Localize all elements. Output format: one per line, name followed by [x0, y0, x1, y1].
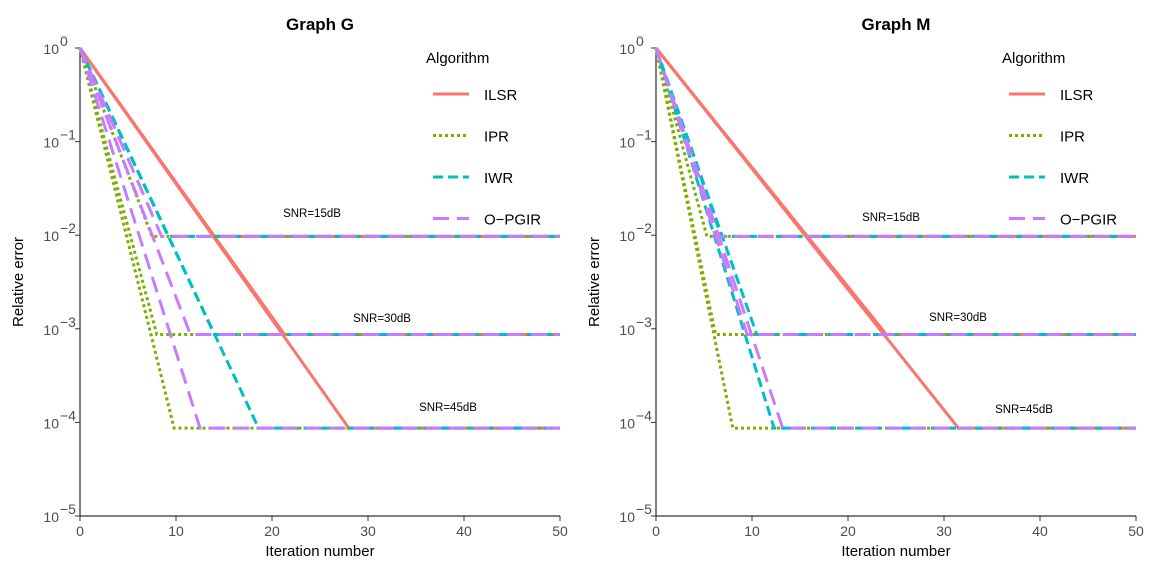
legend-label: IWR [484, 170, 513, 187]
x-tick-label: 0 [76, 523, 84, 539]
legend: Algorithm ILSR IPR IWR O−PGIR [1002, 50, 1117, 235]
snr-annotation: SNR=30dB [353, 313, 411, 325]
y-tick-label: 10 [619, 322, 635, 338]
y-tick-exponent: 0 [636, 33, 644, 49]
legend-title: Algorithm [426, 50, 489, 67]
x-tick-label: 0 [652, 523, 660, 539]
series-iwr-curve [656, 48, 1136, 428]
y-tick-exponent: −1 [60, 127, 76, 143]
y-tick-exponent: 0 [60, 33, 68, 49]
x-axis-label: Iteration number [265, 543, 374, 560]
y-axis-label: Relative error [586, 237, 603, 327]
legend-title: Algorithm [1002, 50, 1065, 67]
y-tick-label: 10 [619, 509, 635, 525]
chart-title: Graph M [862, 15, 931, 34]
x-tick-label: 20 [840, 523, 856, 539]
snr-annotation: SNR=15dB [862, 212, 920, 224]
x-tick-label: 50 [1128, 523, 1144, 539]
y-tick-label: 10 [43, 41, 59, 57]
legend: Algorithm ILSR IPR IWR O−PGIR [426, 50, 541, 235]
x-axis-label: Iteration number [841, 543, 950, 560]
y-tick-exponent: −3 [60, 314, 76, 330]
series-opgir-curve [656, 48, 1136, 428]
legend-label: IWR [1060, 170, 1089, 187]
x-tick-label: 40 [456, 523, 472, 539]
x-tick-label: 40 [1032, 523, 1048, 539]
y-axis-label: Relative error [10, 237, 27, 327]
legend-label: ILSR [484, 87, 518, 104]
y-tick-label: 10 [619, 41, 635, 57]
y-tick-exponent: −5 [636, 501, 652, 517]
y-tick-exponent: −1 [636, 127, 652, 143]
y-tick-label: 10 [43, 322, 59, 338]
chart-title: Graph G [286, 15, 354, 34]
series-ilsr-curve [656, 48, 1136, 428]
y-tick-exponent: −4 [636, 407, 652, 423]
snr-annotation: SNR=30dB [929, 312, 987, 324]
x-tick-label: 10 [168, 523, 184, 539]
y-tick-exponent: −2 [60, 220, 76, 236]
x-tick-label: 30 [360, 523, 376, 539]
snr-annotation: SNR=45dB [995, 404, 1053, 416]
y-tick-label: 10 [43, 415, 59, 431]
snr-annotation: SNR=15dB [283, 208, 341, 220]
y-tick-label: 10 [619, 415, 635, 431]
legend-label: O−PGIR [484, 212, 541, 229]
legend-label: ILSR [1060, 87, 1094, 104]
x-tick-label: 20 [264, 523, 280, 539]
x-tick-label: 10 [744, 523, 760, 539]
series-ipr-curve [656, 48, 1136, 428]
legend-label: O−PGIR [1060, 212, 1117, 229]
y-tick-label: 10 [619, 228, 635, 244]
legend-label: IPR [484, 129, 509, 146]
x-tick-label: 30 [936, 523, 952, 539]
y-tick-label: 10 [43, 509, 59, 525]
y-tick-label: 10 [43, 135, 59, 151]
y-tick-exponent: −4 [60, 407, 76, 423]
y-tick-label: 10 [43, 228, 59, 244]
y-tick-label: 10 [619, 135, 635, 151]
y-tick-exponent: −5 [60, 501, 76, 517]
legend-label: IPR [1060, 129, 1085, 146]
y-tick-exponent: −2 [636, 220, 652, 236]
snr-annotation: SNR=45dB [419, 402, 477, 414]
y-tick-exponent: −3 [636, 314, 652, 330]
x-tick-label: 50 [552, 523, 568, 539]
